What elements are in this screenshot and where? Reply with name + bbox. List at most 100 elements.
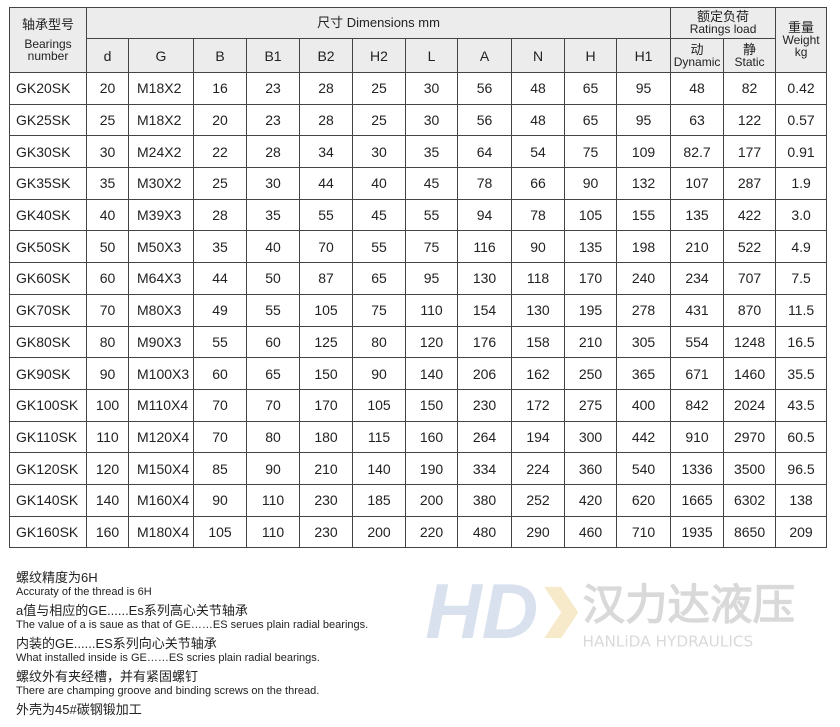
table-cell: 135 bbox=[564, 230, 617, 264]
note-cn: 内装的GE......ES系列向心关节轴承 bbox=[16, 636, 217, 651]
table-cell: 230 bbox=[299, 515, 353, 549]
table-cell: 30 bbox=[352, 135, 406, 169]
table-cell: 172 bbox=[511, 388, 565, 422]
table-cell: 110 bbox=[246, 515, 300, 549]
table-cell: 230 bbox=[457, 388, 512, 422]
table-cell: GK40SK bbox=[9, 198, 87, 232]
table-cell: 522 bbox=[723, 230, 777, 264]
note-cn: 螺纹外有夹经槽，并有紧固螺钉 bbox=[16, 669, 199, 684]
table-cell: 11.5 bbox=[775, 293, 828, 327]
table-row: GK160SK 160 M180X4 105 110 230 200 220 480 290 460… bbox=[9, 515, 828, 549]
table-cell: 45 bbox=[405, 167, 458, 200]
table-cell: 264 bbox=[457, 420, 512, 454]
table-cell: 60 bbox=[86, 262, 129, 295]
table-cell: 300 bbox=[564, 420, 617, 454]
table-cell: M30X2 bbox=[128, 167, 194, 200]
col-header-b2: B2 bbox=[299, 38, 353, 73]
table-cell: 118 bbox=[511, 262, 565, 295]
table-cell: 70 bbox=[246, 388, 300, 422]
table-cell: GK160SK bbox=[9, 515, 87, 549]
table-cell: 82.7 bbox=[670, 135, 725, 169]
table-cell: 4.9 bbox=[775, 230, 828, 264]
table-cell: 210 bbox=[564, 325, 617, 359]
table-cell: 28 bbox=[299, 72, 353, 105]
table-cell: 25 bbox=[352, 103, 406, 137]
table-cell: 160 bbox=[405, 420, 458, 454]
table-row: GK30SK 30 M24X2 22 28 34 30 35 64 54 75 109 82.7 177 0… bbox=[9, 135, 828, 169]
table-cell: 30 bbox=[405, 72, 458, 105]
table-cell: GK140SK bbox=[9, 483, 87, 517]
table-cell: 130 bbox=[457, 262, 512, 295]
table-cell: 540 bbox=[615, 452, 672, 485]
table-cell: 65 bbox=[564, 103, 617, 137]
table-cell: GK30SK bbox=[9, 135, 87, 169]
table-cell: GK110SK bbox=[9, 420, 87, 454]
table-cell: 90 bbox=[246, 452, 300, 485]
table-cell: 25 bbox=[86, 103, 129, 137]
table-cell: 210 bbox=[670, 230, 725, 264]
table-cell: 842 bbox=[670, 388, 725, 422]
table-cell: 109 bbox=[615, 135, 672, 169]
table-cell: M180X4 bbox=[128, 515, 194, 549]
table-cell: 170 bbox=[299, 388, 353, 422]
weight-cn: 重量 bbox=[788, 20, 815, 35]
table-cell: 120 bbox=[405, 325, 458, 359]
table-row: GK120SK 120 M150X4 85 90 210 140 190 334 224 360 54… bbox=[9, 452, 828, 485]
table-cell: 140 bbox=[352, 452, 406, 485]
table-cell: 431 bbox=[670, 293, 725, 327]
table-cell: 365 bbox=[615, 357, 672, 390]
table-cell: 190 bbox=[405, 452, 458, 485]
static-header: 静 Static bbox=[723, 38, 777, 73]
table-cell: 1336 bbox=[670, 452, 725, 485]
table-cell: M150X4 bbox=[128, 452, 194, 485]
table-row: GK50SK 50 M50X3 35 40 70 55 75 116 90 135 198 210 522… bbox=[9, 230, 828, 264]
table-cell: 115 bbox=[352, 420, 406, 454]
table-cell: 78 bbox=[511, 198, 565, 232]
table-cell: 110 bbox=[405, 293, 458, 327]
table-cell: 50 bbox=[246, 262, 300, 295]
table-cell: 107 bbox=[670, 167, 725, 200]
table-cell: 95 bbox=[405, 262, 458, 295]
table-cell: 25 bbox=[352, 72, 406, 105]
table-cell: 60 bbox=[193, 357, 247, 390]
table-cell: 176 bbox=[457, 325, 512, 359]
table-cell: 120 bbox=[86, 452, 129, 485]
load-cn: 额定负荷 bbox=[697, 9, 750, 24]
table-cell: 2024 bbox=[723, 388, 777, 422]
table-cell: 1460 bbox=[723, 357, 777, 390]
model-header: 轴承型号 Bearings number bbox=[9, 7, 87, 73]
table-cell: 34 bbox=[299, 135, 353, 169]
table-cell: 116 bbox=[457, 230, 512, 264]
note-cn: 外壳为45#碳钢锻加工 bbox=[16, 702, 142, 717]
table-cell: 554 bbox=[670, 325, 725, 359]
table-cell: 70 bbox=[299, 230, 353, 264]
table-cell: GK100SK bbox=[9, 388, 87, 422]
table-cell: 162 bbox=[511, 357, 565, 390]
table-cell: 200 bbox=[405, 483, 458, 517]
table-cell: 55 bbox=[299, 198, 353, 232]
col-header-h: H bbox=[564, 38, 617, 73]
table-cell: 1248 bbox=[723, 325, 777, 359]
table-cell: 132 bbox=[615, 167, 672, 200]
table-cell: GK70SK bbox=[9, 293, 87, 327]
table-cell: 23 bbox=[246, 72, 300, 105]
table-cell: 150 bbox=[405, 388, 458, 422]
table-cell: 240 bbox=[615, 262, 672, 295]
table-cell: 6302 bbox=[723, 483, 777, 517]
table-cell: 30 bbox=[405, 103, 458, 137]
table-cell: 185 bbox=[352, 483, 406, 517]
table-row: GK25SK 25 M18X2 20 23 28 25 30 56 48 65 95 63 122 0.57 bbox=[9, 103, 828, 137]
table-cell: 1.9 bbox=[775, 167, 828, 200]
table-cell: M24X2 bbox=[128, 135, 194, 169]
col-header-h1: H1 bbox=[615, 38, 672, 73]
table-cell: 250 bbox=[564, 357, 617, 390]
table-cell: 60.5 bbox=[775, 420, 828, 454]
note-en: Accuraty of the thread is 6H bbox=[16, 586, 152, 598]
table-cell: 177 bbox=[723, 135, 777, 169]
table-cell: 20 bbox=[193, 103, 247, 137]
table-cell: 65 bbox=[352, 262, 406, 295]
table-cell: 230 bbox=[299, 483, 353, 517]
table-cell: GK35SK bbox=[9, 167, 87, 200]
table-cell: 16.5 bbox=[775, 325, 828, 359]
table-cell: 252 bbox=[511, 483, 565, 517]
